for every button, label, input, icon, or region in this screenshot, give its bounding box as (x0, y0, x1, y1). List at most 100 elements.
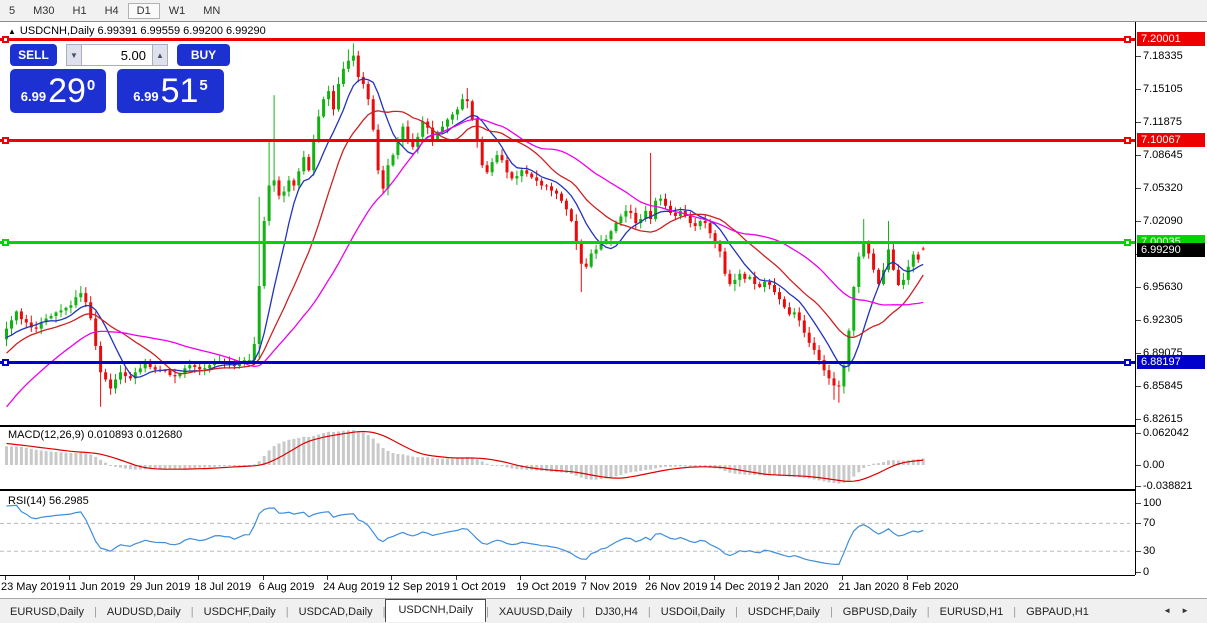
tab-scroll-right-icon[interactable]: ► (1181, 606, 1199, 615)
line-handle[interactable] (2, 239, 9, 246)
date-label: 1 Oct 2019 (451, 581, 506, 593)
symbol-tab-usdcnh[interactable]: USDCNH,Daily (385, 599, 487, 622)
buy-price-main: 51 (160, 72, 199, 110)
date-label: 12 Sep 2019 (387, 581, 450, 593)
date-tick (584, 576, 586, 580)
date-tick (262, 576, 264, 580)
tab-separator: | (285, 605, 289, 618)
current-price-badge: 6.99290 (1137, 243, 1205, 257)
line-handle[interactable] (2, 359, 9, 366)
buy-price-box[interactable]: 6.99 51 5 (117, 69, 224, 113)
horizontal-level-line[interactable] (0, 241, 1135, 244)
symbol-tab-audusd[interactable]: AUDUSD,Daily (106, 605, 181, 618)
symbol-tab-usdchf[interactable]: USDCHF,Daily (747, 605, 820, 618)
tab-separator: | (190, 605, 194, 618)
date-tick (133, 576, 135, 580)
symbol-tab-usdoil[interactable]: USDOil,Daily (660, 605, 725, 618)
timeframe-m30[interactable]: M30 (33, 4, 55, 17)
volume-decrease-icon[interactable]: ▼ (66, 44, 82, 66)
price-axis-label: 7.02090 (1136, 215, 1183, 228)
symbol-tab-gbpaud[interactable]: GBPAUD,H1 (1026, 605, 1089, 618)
timeframe-d1[interactable]: D1 (127, 2, 160, 19)
date-label: 7 Nov 2019 (580, 581, 637, 593)
symbol-tab-eurusd[interactable]: EURUSD,Daily (10, 605, 84, 618)
symbol-tab-gbpusd[interactable]: GBPUSD,Daily (842, 605, 917, 618)
date-label: 24 Aug 2019 (323, 581, 385, 593)
price-axis-label: 6.82615 (1136, 412, 1183, 425)
price-axis-label: 6.85845 (1136, 380, 1183, 393)
date-tick (69, 576, 71, 580)
buy-price-prefix: 6.99 (133, 88, 159, 104)
main-macd-separator[interactable] (0, 425, 1135, 427)
tab-scroll-arrows: ◄► (1163, 606, 1199, 615)
timeframe-mn[interactable]: MN (203, 4, 221, 17)
tab-separator: | (582, 605, 586, 618)
horizontal-level-line[interactable] (0, 139, 1135, 142)
symbol-tab-usdchf[interactable]: USDCHF,Daily (203, 605, 276, 618)
timeframe-h1[interactable]: H1 (72, 4, 87, 17)
line-handle[interactable] (1124, 36, 1131, 43)
date-label: 26 Nov 2019 (645, 581, 708, 593)
horizontal-level-line[interactable] (0, 361, 1135, 364)
price-axis-border (1135, 22, 1136, 575)
tab-separator: | (486, 605, 489, 618)
tab-separator: | (382, 605, 386, 618)
tab-scroll-left-icon[interactable]: ◄ (1163, 606, 1182, 615)
line-handle[interactable] (1124, 239, 1131, 246)
macd-axis-label: -0.038821 (1136, 480, 1193, 493)
tab-separator: | (829, 605, 833, 618)
macd-axis-label: 0.00 (1135, 459, 1165, 471)
macd-axis-label: 0.062042 (1136, 427, 1189, 439)
date-label: 19 Oct 2019 (516, 581, 577, 593)
timeframe-h4[interactable]: H4 (104, 4, 119, 17)
line-handle[interactable] (1124, 359, 1131, 366)
symbol-tab-dj30[interactable]: DJ30,H4 (595, 605, 638, 618)
volume-increase-icon[interactable]: ▲ (152, 44, 168, 66)
date-tick (391, 576, 393, 580)
line-handle[interactable] (1124, 137, 1131, 144)
price-axis-label: 7.15105 (1136, 83, 1183, 96)
symbol-tab-xauusd[interactable]: XAUUSD,Daily (498, 605, 573, 618)
macd-indicator-chart[interactable] (0, 428, 1135, 489)
rsi-axis-label: 30 (1135, 545, 1156, 558)
main-price-chart[interactable] (0, 22, 1135, 426)
symbol-tab-eurusd[interactable]: EURUSD,H1 (939, 605, 1004, 618)
tab-separator: | (926, 605, 930, 618)
buy-price-pip: 5 (199, 76, 208, 94)
price-level-badge: 7.20001 (1137, 32, 1205, 46)
date-tick (455, 576, 457, 580)
date-label: 11 Jun 2019 (65, 581, 126, 593)
date-tick (713, 576, 715, 580)
date-tick (327, 576, 329, 580)
buy-button[interactable]: BUY (177, 44, 230, 66)
symbol-tab-usdcad[interactable]: USDCAD,Daily (298, 605, 373, 618)
date-label: 14 Dec 2019 (709, 581, 772, 593)
timeframe-5[interactable]: 5 (9, 4, 16, 17)
one-click-trading-panel: SELL ▼ ▲ BUY 6.99 29 0 6.99 51 5 (10, 44, 230, 113)
timeframe-w1[interactable]: W1 (168, 4, 186, 17)
date-label: 29 Jun 2019 (129, 581, 191, 593)
sell-price-box[interactable]: 6.99 29 0 (10, 69, 106, 113)
collapse-triangle-icon[interactable]: ▲ (8, 27, 16, 36)
date-label: 21 Jan 2020 (838, 581, 899, 593)
date-label: 2 Jan 2020 (773, 581, 829, 593)
rsi-axis-label: 70 (1135, 517, 1156, 530)
line-handle[interactable] (2, 137, 9, 144)
macd-rsi-separator[interactable] (0, 489, 1135, 491)
rsi-axis-label: 100 (1135, 496, 1162, 509)
horizontal-level-line[interactable] (0, 38, 1135, 41)
rsi-label: RSI(14) 56.2985 (8, 495, 89, 507)
volume-input[interactable] (82, 44, 152, 66)
chart-title: ▲ USDCNH,Daily 6.99391 6.99559 6.99200 6.… (8, 25, 266, 37)
line-handle[interactable] (2, 36, 9, 43)
rsi-indicator-chart[interactable] (0, 492, 1135, 575)
macd-label: MACD(12,26,9) 0.010893 0.012680 (8, 429, 183, 441)
tab-separator: | (1013, 605, 1017, 618)
rsi-axis-label: 0 (1135, 566, 1150, 578)
sell-button[interactable]: SELL (10, 44, 57, 66)
rsi-bottom-separator (0, 575, 1135, 576)
sell-price-pip: 0 (86, 76, 96, 94)
price-axis-label: 7.05320 (1136, 182, 1183, 195)
date-label: 8 Feb 2020 (902, 581, 959, 593)
